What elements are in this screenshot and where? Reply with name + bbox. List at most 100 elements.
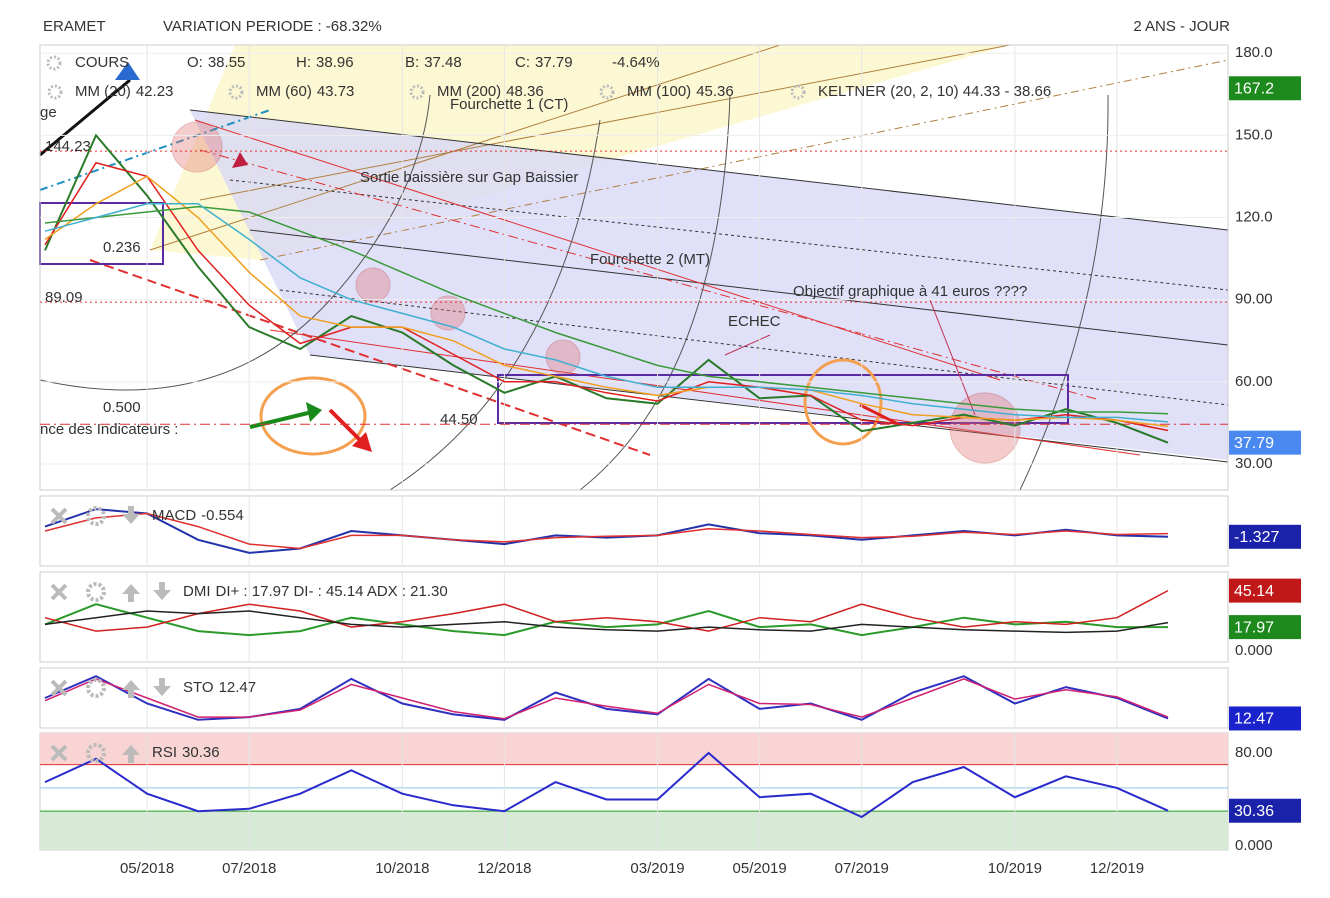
badge-text: 12.47 <box>1234 711 1274 728</box>
x-tick-label: 12/2019 <box>1090 860 1144 877</box>
annotation: ECHEC <box>728 313 781 330</box>
y-tick-label: 60.00 <box>1235 373 1273 390</box>
panel-frame <box>39 571 1229 663</box>
legend-name: MM (200) <box>437 83 501 100</box>
level-label: 144.23 <box>45 138 91 155</box>
arc <box>1019 94 1109 491</box>
legend-entry: MM (100) 45.36 <box>627 83 734 100</box>
value-badge <box>1229 798 1301 823</box>
series-line <box>44 751 1169 819</box>
down-icon <box>122 506 140 524</box>
indicator-name: STO <box>183 679 214 696</box>
arc <box>389 119 601 491</box>
legend-value: 48.36 <box>506 83 544 100</box>
oversold-zone <box>40 811 1228 850</box>
badge-text: -1.327 <box>1234 529 1279 546</box>
gear-icon <box>47 84 63 100</box>
arc <box>579 94 731 491</box>
indicator: KELTNER (20, 2, 10) 44.33 - 38.66 <box>818 83 1051 100</box>
indicator-label: STO 12.47 <box>183 679 256 696</box>
variation: VARIATION PERIODE : -68.32% <box>163 18 382 35</box>
fork-2-band <box>190 110 1228 460</box>
ohlc: O: 38.55 <box>187 54 245 71</box>
arrow <box>859 403 901 427</box>
fork-2-line <box>229 179 1229 291</box>
fork-1-line <box>149 44 781 251</box>
series-line <box>44 678 1169 720</box>
y-tick-label: 30.00 <box>1235 455 1273 472</box>
drawings <box>39 44 1229 491</box>
gear-icon <box>86 743 106 763</box>
down-icon <box>153 582 171 600</box>
gear-icon <box>86 506 106 526</box>
series-line <box>44 603 1168 637</box>
down-icon <box>153 678 171 696</box>
annotation: Sortie baissière sur Gap Baissier <box>360 169 578 186</box>
ohlc-label: C: <box>515 54 530 71</box>
y-tick-label: 180.0 <box>1235 44 1273 61</box>
circle <box>430 295 466 331</box>
close-icon <box>50 679 68 697</box>
ohlc-label: O: <box>187 54 203 71</box>
panel-frame <box>39 667 1229 729</box>
indicator-reading: 30.36 <box>182 744 220 761</box>
indicator-label: MACD -0.554 <box>152 507 244 524</box>
y-tick-label: 80.00 <box>1235 744 1273 761</box>
legend-entry: MM (20) 42.23 <box>75 83 173 100</box>
gear-icon <box>790 84 806 100</box>
legend-value: 43.73 <box>317 83 355 100</box>
indicator-reading: 12.47 <box>219 679 257 696</box>
legend-name: MM (20) <box>75 83 131 100</box>
x-tick-label: 10/2018 <box>375 860 429 877</box>
ohlc-label: H: <box>296 54 311 71</box>
indicator-label: RSI 30.36 <box>152 744 220 761</box>
annotation: 0.500 <box>103 399 141 416</box>
arc <box>39 94 431 391</box>
badge-text: 30.36 <box>1234 803 1274 820</box>
y-tick-label: 90.00 <box>1235 291 1273 308</box>
ohlc: H: 38.96 <box>296 54 354 71</box>
ohlc-value: 37.79 <box>535 54 573 71</box>
ohlc-value: 38.96 <box>316 54 354 71</box>
series-line <box>44 512 1169 550</box>
indicator-name: RSI <box>152 744 177 761</box>
close-icon <box>50 583 68 601</box>
circle <box>803 358 883 446</box>
value-badge <box>1229 76 1301 101</box>
y-tick-label: 0.000 <box>1235 642 1273 659</box>
ohlc-label: B: <box>405 54 419 71</box>
gear-icon <box>409 84 425 100</box>
ohlc: C: 37.79 <box>515 54 573 71</box>
value-badge <box>1229 706 1301 731</box>
box <box>497 374 1069 424</box>
period: 2 ANS - JOUR <box>1133 18 1230 35</box>
gear-icon <box>228 84 244 100</box>
ohlc-value: 38.55 <box>208 54 246 71</box>
fork-1-line <box>199 44 1011 201</box>
panel-frame <box>39 44 1229 491</box>
annotation: nce des Indicateurs : <box>40 421 178 438</box>
series-line <box>44 203 1169 423</box>
value-badge <box>1229 430 1301 455</box>
annotation: Objectif graphique à 41 euros ???? <box>793 283 1027 300</box>
value-badge <box>1229 615 1301 640</box>
trend-line <box>199 149 1101 401</box>
fork-1-line <box>259 59 1229 261</box>
gear-icon <box>599 84 615 100</box>
panel-frame <box>39 495 1229 567</box>
level-label: 89.09 <box>45 289 83 306</box>
change: -4.64% <box>612 54 660 71</box>
y-tick-label: 120.0 <box>1235 208 1273 225</box>
series-line <box>44 610 1169 634</box>
gear-icon <box>46 55 62 71</box>
fork-2-line <box>309 354 1229 463</box>
fork-2-line <box>189 109 1229 231</box>
circle <box>355 267 391 303</box>
series-line <box>44 205 1169 415</box>
ohlc: B: 37.48 <box>405 54 462 71</box>
annotation: 0.236 <box>103 239 141 256</box>
series-line <box>44 175 1169 428</box>
y-tick-label: 0.000 <box>1235 837 1273 854</box>
arrow-head <box>306 402 322 422</box>
badge-text: 37.79 <box>1234 435 1274 452</box>
